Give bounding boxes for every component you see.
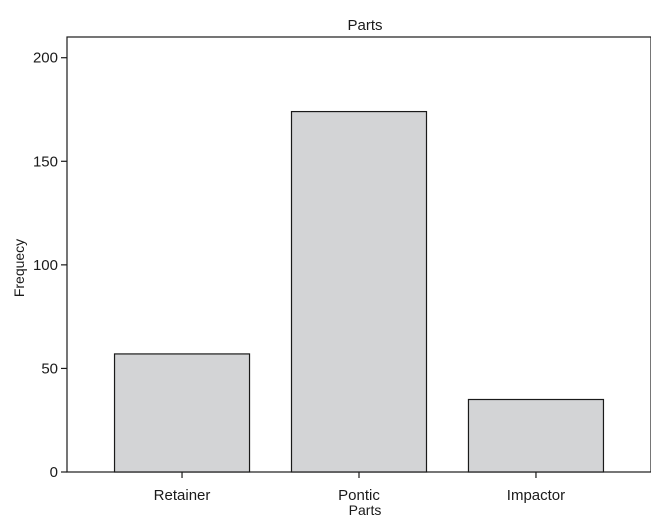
bar-retainer — [113, 353, 251, 473]
bar-impactor — [467, 398, 605, 473]
y-axis-label: Frequecy — [11, 239, 27, 297]
y-tick-label: 100 — [33, 257, 58, 274]
chart-title: Parts — [347, 17, 382, 34]
y-tick-label: 50 — [41, 360, 58, 377]
x-axis-label: Parts — [349, 502, 382, 518]
y-tick-label: 0 — [50, 464, 58, 481]
y-tick-label: 200 — [33, 50, 58, 67]
y-tick-label: 150 — [33, 153, 58, 170]
y-axis: 0 50 100 150 200 — [33, 50, 67, 481]
x-axis: Retainer Pontic Impactor — [154, 472, 565, 504]
x-tick-label-retainer: Retainer — [154, 487, 211, 504]
x-tick-label-impactor: Impactor — [507, 487, 565, 504]
x-tick-label-pontic: Pontic — [338, 487, 380, 504]
bars-group — [113, 110, 605, 473]
bar-pontic — [290, 110, 428, 473]
